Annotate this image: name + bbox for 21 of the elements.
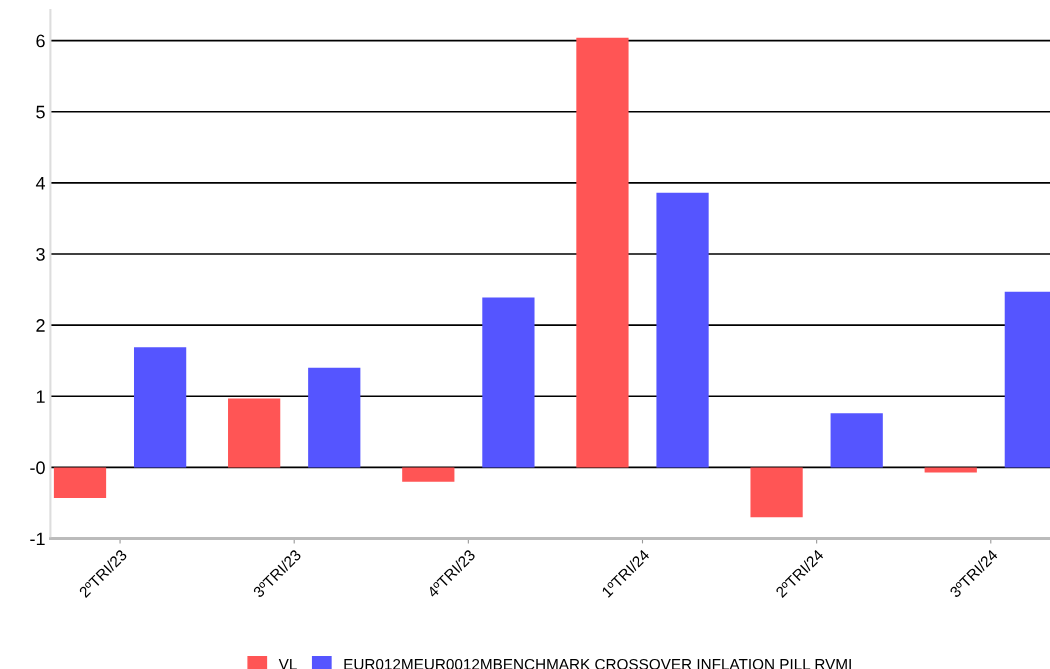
bar xyxy=(656,192,709,468)
y-tick-label: 5 xyxy=(36,105,45,119)
y-tick-label: 6 xyxy=(36,34,45,48)
bar xyxy=(750,467,803,518)
y-tick-label: 4 xyxy=(35,177,46,190)
y-tick-label: -0 xyxy=(30,461,45,475)
bar xyxy=(576,37,629,468)
y-tick-label: 2 xyxy=(36,319,45,332)
legend-label: EUR012MEUR0012MBENCHMARK CROSSOVER INFLATION PILL RVMI xyxy=(344,658,851,669)
y-tick-label: -1 xyxy=(30,532,45,546)
y-tick-label: 1 xyxy=(36,390,45,403)
bar xyxy=(308,367,361,468)
legend-label: VL xyxy=(278,659,297,669)
bar xyxy=(924,467,977,473)
bar xyxy=(402,467,455,482)
bar xyxy=(228,398,281,468)
bar xyxy=(133,347,187,468)
bar xyxy=(53,467,107,498)
bar xyxy=(482,297,535,468)
bar xyxy=(830,413,883,468)
y-tick-label: 3 xyxy=(36,247,45,261)
